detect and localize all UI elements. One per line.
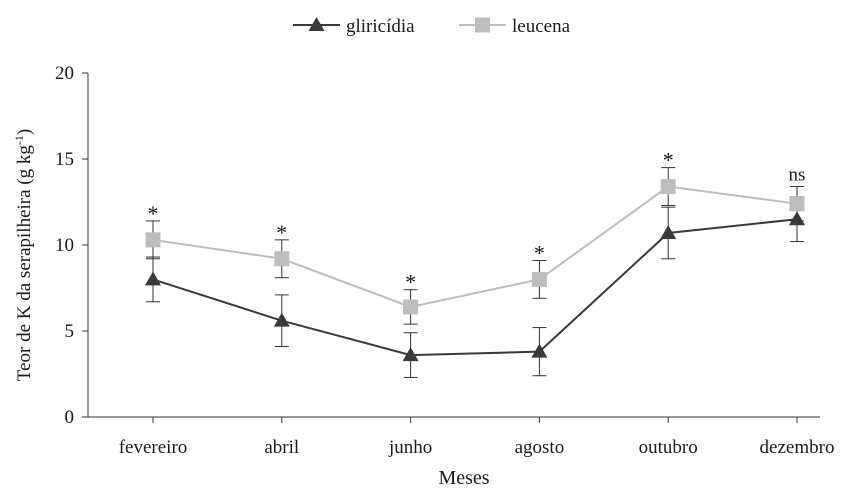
data-point: [660, 224, 677, 239]
legend-label: gliricídia: [346, 16, 415, 37]
data-point: [274, 251, 290, 267]
legend-marker: [308, 17, 325, 31]
y-tick-label: 5: [65, 321, 75, 342]
legend-label: leucena: [512, 16, 571, 37]
x-tick-label: abril: [264, 437, 299, 458]
significance-label: ns: [789, 165, 806, 186]
data-point: [531, 343, 548, 358]
annotation-layer: * * * * * ns: [148, 148, 806, 295]
significance-label: *: [534, 240, 545, 265]
series-line: [152, 218, 798, 357]
data-point: [403, 299, 419, 315]
significance-label: *: [663, 148, 674, 173]
axes: 0 5 10 15 20 fevereiro abril junho agosto outubro…: [12, 63, 834, 488]
y-tick-label: 0: [65, 407, 75, 428]
x-axis-label: Meses: [438, 467, 489, 488]
y-tick-label: 20: [55, 63, 74, 84]
x-tick-label: junho: [388, 437, 432, 458]
data-point: [273, 312, 290, 327]
data-point: [660, 179, 676, 195]
data-point: [789, 196, 805, 212]
series-line: [152, 185, 798, 308]
legend: gliricídia leucena: [293, 16, 571, 37]
x-tick-label: outubro: [639, 437, 698, 458]
y-tick-label: 10: [55, 235, 74, 256]
legend-item: gliricídia: [293, 16, 415, 37]
data-point: [531, 271, 547, 287]
x-tick-label: dezembro: [760, 437, 835, 458]
data-point: [145, 232, 161, 248]
legend-marker: [475, 17, 490, 33]
significance-label: *: [276, 220, 287, 245]
y-axis-label: Teor de K da serapilheira (g kg-1): [12, 129, 35, 381]
series-layer: [145, 167, 805, 378]
significance-label: *: [405, 270, 416, 295]
legend-item: leucena: [459, 16, 571, 37]
y-tick-label: 15: [55, 149, 74, 170]
data-point: [402, 347, 419, 362]
x-tick-label: fevereiro: [119, 437, 188, 458]
series-1: [145, 167, 805, 325]
x-tick-label: agosto: [515, 437, 565, 458]
series-0: [145, 196, 805, 378]
data-point: [145, 271, 161, 286]
significance-label: *: [148, 201, 159, 226]
